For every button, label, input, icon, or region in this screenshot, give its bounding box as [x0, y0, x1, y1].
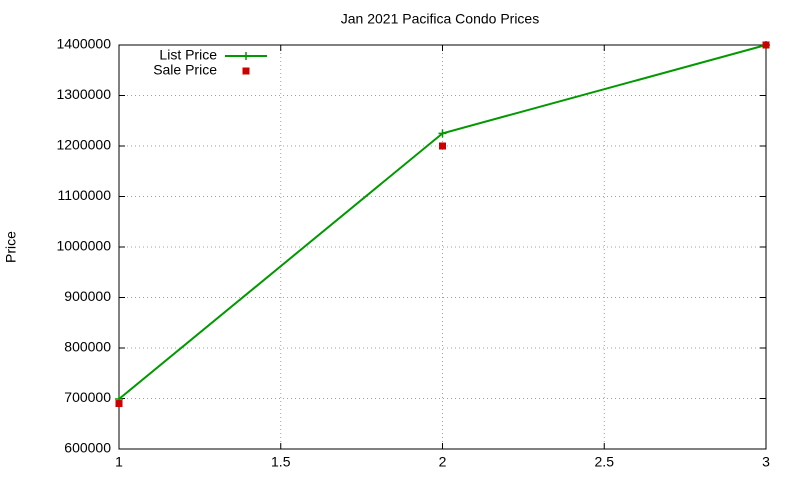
y-tick-label: 1200000 — [56, 137, 111, 153]
y-tick-label: 1400000 — [56, 36, 111, 52]
y-tick-label: 800000 — [64, 339, 111, 355]
marker — [439, 142, 446, 150]
y-tick-label: 1000000 — [56, 238, 111, 254]
x-tick-label: 3 — [762, 454, 770, 470]
legend-swatch — [242, 67, 250, 75]
y-tick-label: 600000 — [64, 440, 111, 456]
x-tick-label: 2.5 — [595, 454, 615, 470]
legend-swatch — [242, 52, 250, 60]
y-tick-label: 700000 — [64, 389, 111, 405]
legend-label: Sale Price — [153, 62, 217, 78]
marker — [438, 129, 447, 138]
marker — [115, 400, 123, 408]
marker — [762, 41, 770, 49]
y-tick-label: 1300000 — [56, 86, 111, 102]
y-tick-label: 900000 — [64, 288, 111, 304]
x-tick-label: 1.5 — [271, 454, 291, 470]
x-tick-label: 1 — [115, 454, 123, 470]
plot-border — [118, 44, 767, 450]
y-axis-label: Price — [3, 231, 19, 263]
legend-label: List Price — [159, 47, 217, 63]
y-tick-label: 1100000 — [58, 187, 112, 203]
x-tick-label: 2 — [439, 454, 447, 470]
chart-title: Jan 2021 Pacifica Condo Prices — [341, 11, 539, 27]
